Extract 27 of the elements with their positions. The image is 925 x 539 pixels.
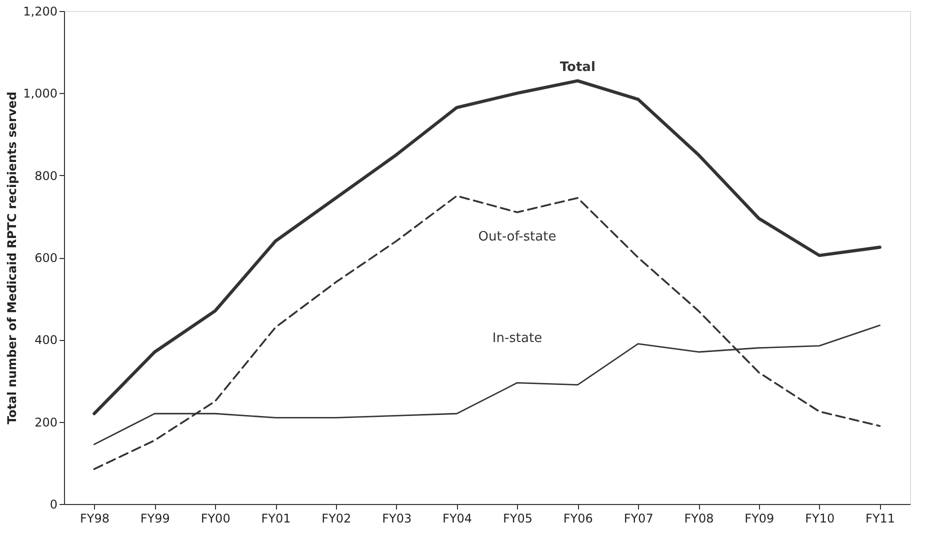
x-tick-label: FY05	[502, 512, 532, 526]
x-tick-label: FY98	[80, 512, 110, 526]
text: In-state	[492, 330, 542, 346]
y-tick-label: 200	[34, 415, 58, 430]
x-tick-label: FY02	[322, 512, 352, 526]
line-series	[93, 194, 881, 470]
series-label: Total	[560, 60, 596, 75]
x-tick-label: FY08	[684, 512, 714, 526]
line-series	[92, 79, 882, 416]
y-axis-title: Total number of Medicaid RPTC recipients served	[5, 92, 20, 424]
y-tick-label: 400	[34, 333, 58, 348]
y-tick-label: 600	[34, 251, 58, 265]
x-tick-label: FY07	[624, 512, 654, 526]
x-tick-label: FY00	[200, 512, 230, 526]
x-tick-label: FY11	[866, 512, 896, 526]
x-tick-label: FY03	[382, 512, 412, 526]
x-tick-label: FY01	[261, 512, 291, 526]
series-label: Out-of-state	[478, 229, 556, 244]
x-tick-label: FY04	[442, 512, 472, 526]
x-tick-label: FY09	[744, 512, 774, 526]
y-tick-label: 800	[34, 168, 58, 183]
x-tick-label: FY10	[805, 512, 835, 526]
y-tick-label: 0	[50, 498, 58, 512]
y-tick-label: 1,000	[23, 86, 58, 101]
y-tick-label: 1,200	[23, 4, 58, 18]
x-tick-label: FY99	[140, 512, 170, 526]
x-tick-label: FY06	[563, 512, 593, 526]
